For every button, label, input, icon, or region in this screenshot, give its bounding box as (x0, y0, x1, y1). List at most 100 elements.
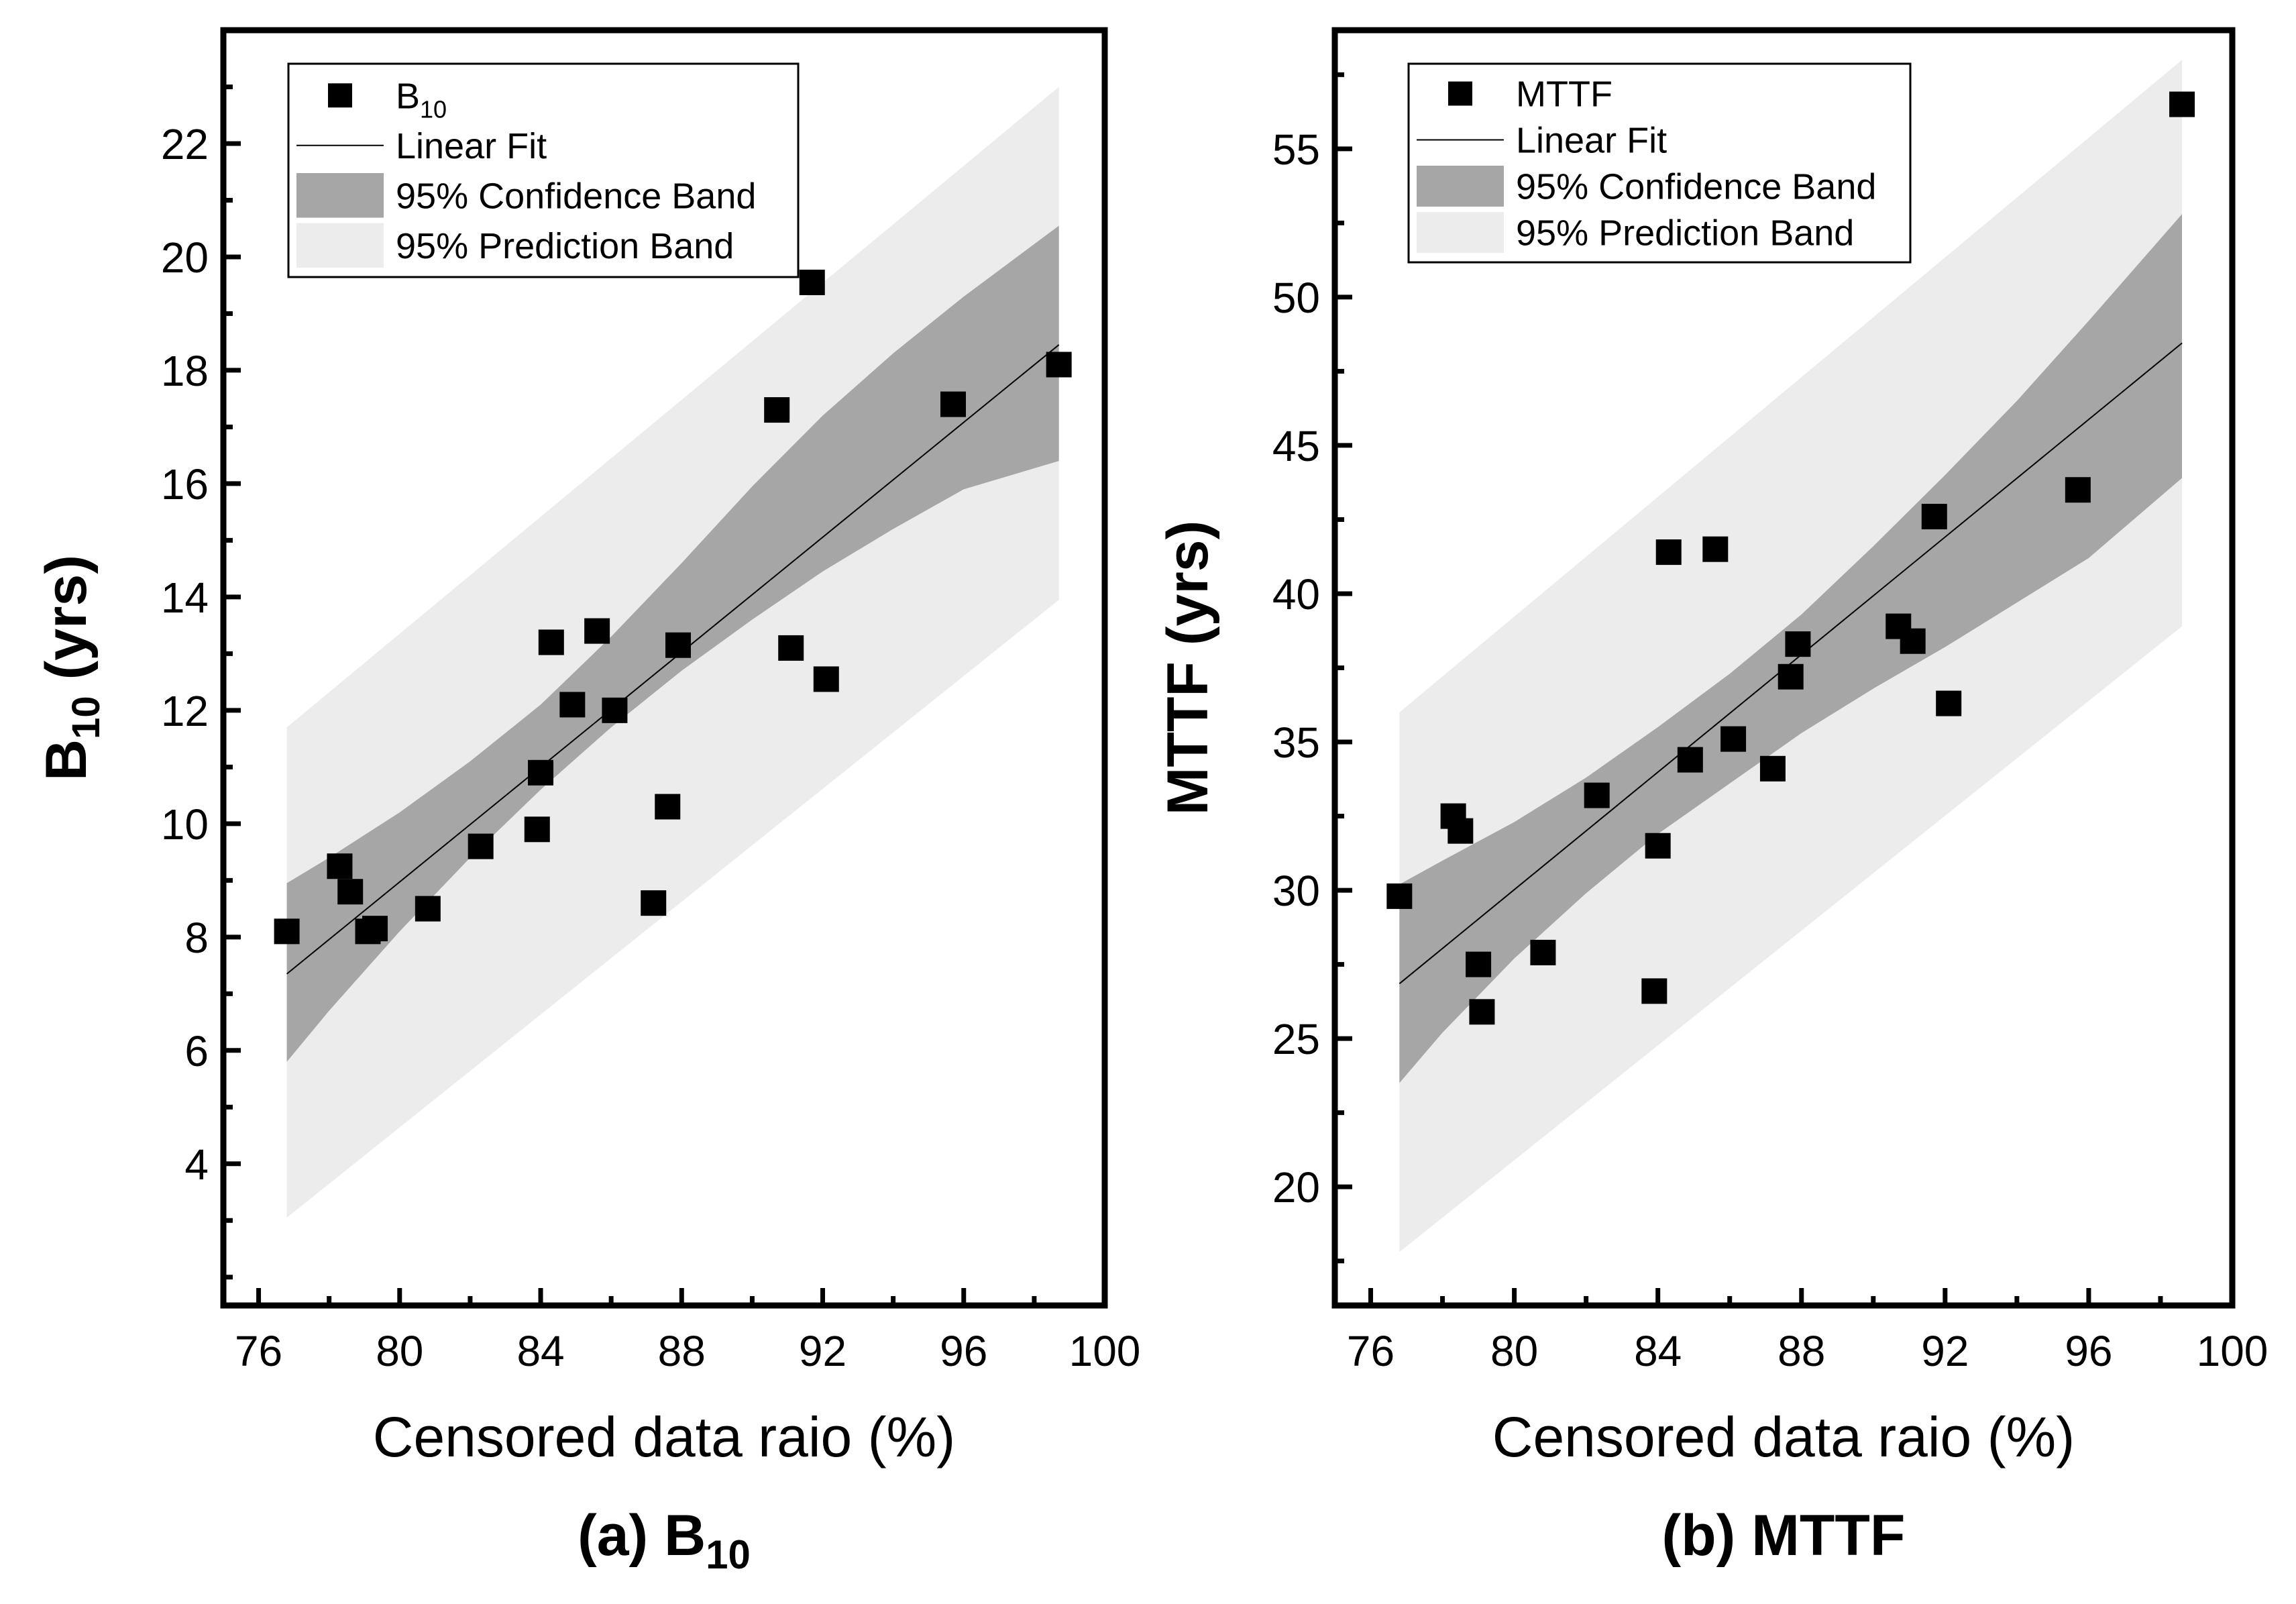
data-point (415, 896, 441, 922)
y-tick-label: 50 (1272, 274, 1320, 322)
x-tick-label: 84 (1634, 1327, 1682, 1375)
data-point (1645, 833, 1671, 859)
data-point (524, 816, 550, 843)
linear-fit-line (286, 344, 1060, 975)
y-axis-label: MTTF (yrs) (1156, 521, 1220, 816)
y-tick-label: 18 (161, 347, 209, 395)
x-axis-label: Censored data raio (%) (1492, 1405, 2075, 1468)
data-point (327, 853, 353, 879)
x-tick-label: 96 (940, 1327, 987, 1375)
y-tick-label: 16 (161, 460, 209, 509)
y-tick-label: 25 (1272, 1015, 1320, 1063)
data-point (1759, 755, 1786, 782)
x-tick-label: 100 (2197, 1327, 2268, 1375)
data-point (2065, 477, 2091, 503)
data-point (799, 269, 825, 295)
data-point (764, 397, 790, 423)
y-tick-label: 30 (1272, 867, 1320, 915)
x-tick-label: 80 (376, 1327, 423, 1375)
legend-prediction-swatch (1417, 212, 1504, 253)
data-point (1530, 939, 1556, 965)
y-tick-label: 22 (161, 120, 209, 168)
data-point (778, 635, 804, 661)
data-point (584, 618, 610, 644)
x-tick-label: 84 (516, 1327, 564, 1375)
data-point (1046, 352, 1072, 378)
y-tick-label: 35 (1272, 718, 1320, 767)
data-point (940, 391, 966, 417)
legend-marker-symbol (328, 83, 352, 108)
x-tick-label: 88 (658, 1327, 706, 1375)
y-tick-label: 12 (161, 687, 209, 735)
panel-b10: 76 80 84 88 92 96 100 4 6 8 10 12 14 16 18 20 22 Censored… (34, 27, 1141, 1577)
data-point (1720, 726, 1747, 752)
y-tick-label: 20 (161, 233, 209, 282)
legend-label: Linear Fit (396, 126, 547, 166)
x-tick-label: 76 (235, 1327, 282, 1375)
y-tick-label: 55 (1272, 125, 1320, 174)
data-point (1584, 782, 1610, 808)
y-tick-label: 8 (184, 914, 209, 962)
y-tick-label: 45 (1272, 422, 1320, 470)
data-point (1900, 628, 1926, 654)
y-tick-label: 10 (161, 800, 209, 849)
x-tick-label: 88 (1778, 1327, 1825, 1375)
x-tick-label: 92 (1921, 1327, 1969, 1375)
x-tick-label: 96 (2065, 1327, 2112, 1375)
data-point (1778, 663, 1804, 690)
data-point (468, 833, 494, 859)
data-point (528, 759, 554, 786)
data-point (559, 692, 586, 718)
y-axis-label: B10 (yrs) (34, 555, 108, 781)
plot-frame (220, 27, 1108, 1309)
legend-confidence-swatch (1417, 166, 1504, 207)
legend-label: 95% Confidence Band (1516, 167, 1876, 207)
legend-label: B10 (396, 76, 447, 123)
legend-prediction-swatch (296, 223, 384, 268)
data-point (1702, 536, 1729, 562)
data-point (1921, 504, 1947, 530)
data-point (337, 879, 364, 905)
data-point (1785, 631, 1811, 657)
legend-label: MTTF (1516, 74, 1612, 115)
x-axis-label: Censored data raio (%) (373, 1405, 955, 1468)
x-tick-label: 100 (1069, 1327, 1141, 1375)
y-tick-label: 40 (1272, 570, 1320, 619)
data-point (2169, 91, 2195, 117)
data-point (641, 890, 667, 916)
y-tick-label: 20 (1272, 1163, 1320, 1212)
data-point (665, 632, 692, 658)
x-tick-label: 76 (1347, 1327, 1395, 1375)
data-point (655, 794, 681, 820)
data-point (813, 666, 839, 692)
linear-fit-line (1399, 342, 2183, 985)
data-point (1655, 539, 1682, 566)
legend-label: 95% Prediction Band (1516, 213, 1854, 254)
legend-label: 95% Prediction Band (396, 226, 734, 266)
panel-caption: (b) MTTF (1662, 1503, 1906, 1568)
data-point (274, 918, 300, 945)
data-point (1936, 690, 1962, 716)
data-point (1641, 978, 1668, 1004)
x-tick-label: 92 (799, 1327, 846, 1375)
legend: MTTF Linear Fit 95% Confidence Band 95% Pre… (1407, 62, 1912, 264)
data-point (1469, 999, 1495, 1025)
data-point (1447, 818, 1474, 844)
data-point (538, 629, 564, 655)
legend-label: Linear Fit (1516, 121, 1667, 161)
y-tick-label: 4 (184, 1140, 209, 1189)
data-point (1466, 951, 1492, 977)
legend-marker-symbol (1448, 81, 1472, 106)
x-tick-label: 80 (1490, 1327, 1538, 1375)
panel-mttf: 76 80 84 88 92 96 100 20 25 30 35 40 45 50 55 Censored … (1156, 27, 2268, 1568)
y-tick-label: 6 (184, 1027, 209, 1075)
data-point (362, 916, 388, 942)
legend-label: 95% Confidence Band (396, 176, 756, 216)
panel-caption: (a) B10 (578, 1503, 751, 1577)
data-point (1386, 883, 1413, 909)
legend-confidence-swatch (296, 173, 384, 218)
data-point (1677, 747, 1703, 773)
y-tick-label: 14 (161, 574, 209, 622)
